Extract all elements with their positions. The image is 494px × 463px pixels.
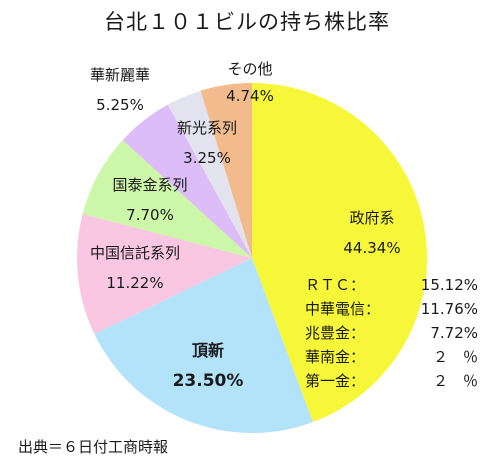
breakdown-value: ２ ％ (433, 348, 478, 366)
slice-label: 中国信託系列 (90, 244, 180, 262)
slice-value-label: 5.25% (96, 96, 144, 114)
pie-slice (252, 83, 427, 423)
source-note: 出典＝６日付工商時報 (18, 438, 169, 456)
pie-slice (200, 83, 252, 258)
breakdown-name: ＲＴＣ： (305, 276, 365, 294)
pie-slice (94, 258, 313, 434)
slice-label: 国泰金系列 (112, 176, 187, 194)
breakdown-value: 7.72% (430, 324, 478, 342)
slice-value-label: 4.74% (226, 87, 274, 105)
slice-label: 華新麗華 (90, 66, 150, 84)
slice-value-label: 7.70% (126, 206, 174, 224)
slice-value-label: 3.25% (183, 149, 231, 167)
chart-title: 台北１０１ビルの持ち株比率 (104, 10, 390, 34)
breakdown-name: 中華電信： (305, 300, 380, 318)
breakdown-value: 11.76% (421, 300, 478, 318)
slice-label: 政府系 (349, 209, 394, 227)
slice-label: 新光系列 (177, 119, 237, 137)
slice-value-label: 44.34% (343, 239, 400, 257)
pie-slice (167, 90, 252, 258)
breakdown-value: 15.12% (421, 276, 478, 294)
slice-value-label: 11.22% (106, 274, 163, 292)
breakdown-name: 華南金： (305, 348, 365, 366)
slice-label: その他 (227, 60, 272, 78)
slice-value-label: 23.50% (173, 371, 244, 391)
pie-slice (76, 213, 253, 335)
breakdown-value: ２ ％ (433, 372, 478, 390)
pie-slice (122, 104, 252, 258)
slice-label: 頂新 (192, 341, 224, 360)
pie-slice (82, 140, 252, 258)
breakdown-name: 第一金： (305, 372, 365, 390)
breakdown-name: 兆豊金： (305, 324, 365, 342)
